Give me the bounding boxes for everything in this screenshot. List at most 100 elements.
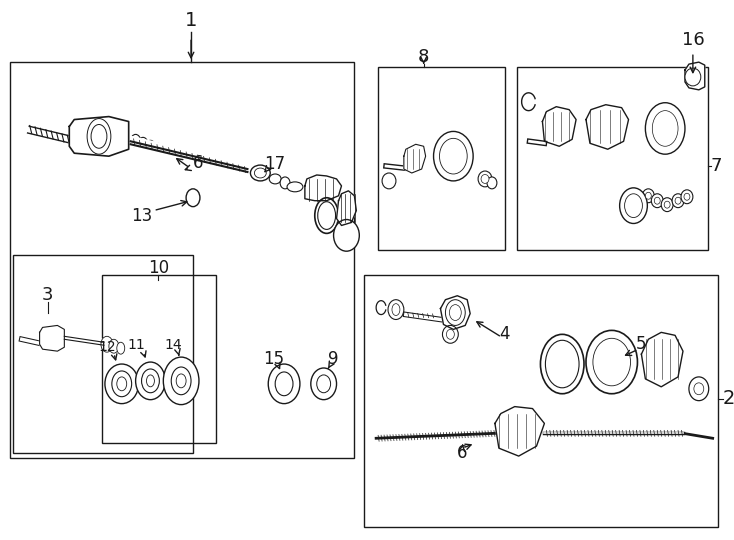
- Text: 11: 11: [128, 338, 145, 352]
- Ellipse shape: [255, 168, 266, 178]
- Ellipse shape: [287, 182, 303, 192]
- Ellipse shape: [545, 340, 579, 388]
- Ellipse shape: [694, 383, 704, 395]
- Ellipse shape: [446, 329, 454, 339]
- Ellipse shape: [653, 111, 678, 146]
- Ellipse shape: [625, 194, 642, 218]
- Ellipse shape: [268, 364, 300, 403]
- Ellipse shape: [91, 125, 107, 148]
- Ellipse shape: [642, 189, 654, 202]
- Polygon shape: [495, 407, 545, 456]
- Bar: [102, 275, 216, 443]
- Ellipse shape: [87, 119, 111, 154]
- Ellipse shape: [664, 201, 670, 208]
- Ellipse shape: [109, 339, 119, 353]
- Ellipse shape: [478, 171, 492, 187]
- Ellipse shape: [142, 369, 159, 393]
- Ellipse shape: [117, 377, 127, 391]
- Ellipse shape: [675, 197, 681, 204]
- Polygon shape: [685, 62, 705, 90]
- Text: 15: 15: [263, 350, 284, 368]
- Ellipse shape: [147, 375, 154, 387]
- Ellipse shape: [392, 303, 400, 315]
- Ellipse shape: [645, 103, 685, 154]
- Polygon shape: [305, 175, 341, 201]
- Ellipse shape: [586, 330, 637, 394]
- Ellipse shape: [661, 198, 673, 212]
- Ellipse shape: [382, 173, 396, 189]
- Ellipse shape: [164, 357, 199, 404]
- Text: 9: 9: [328, 350, 339, 368]
- Ellipse shape: [171, 367, 191, 395]
- Ellipse shape: [487, 177, 497, 189]
- Text: 6: 6: [193, 154, 203, 172]
- Ellipse shape: [275, 372, 293, 396]
- Ellipse shape: [186, 189, 200, 207]
- Ellipse shape: [317, 375, 330, 393]
- Ellipse shape: [684, 193, 690, 200]
- Ellipse shape: [672, 194, 684, 208]
- Ellipse shape: [117, 342, 125, 354]
- Ellipse shape: [269, 174, 281, 184]
- Ellipse shape: [645, 192, 651, 199]
- Text: 8: 8: [418, 48, 429, 66]
- Bar: [517, 67, 708, 250]
- Bar: [10, 62, 355, 458]
- Polygon shape: [440, 296, 470, 329]
- Ellipse shape: [112, 371, 131, 397]
- Polygon shape: [586, 105, 628, 149]
- Text: 17: 17: [265, 155, 286, 173]
- Text: 14: 14: [164, 338, 182, 352]
- Ellipse shape: [689, 377, 709, 401]
- Polygon shape: [642, 332, 683, 387]
- Ellipse shape: [101, 336, 113, 352]
- Bar: [364, 275, 718, 528]
- Ellipse shape: [139, 137, 148, 148]
- Ellipse shape: [162, 146, 168, 151]
- Ellipse shape: [540, 334, 584, 394]
- Ellipse shape: [315, 198, 338, 233]
- Ellipse shape: [154, 143, 161, 150]
- Polygon shape: [404, 144, 426, 173]
- Ellipse shape: [593, 338, 631, 386]
- Text: 2: 2: [722, 389, 734, 408]
- Text: 16: 16: [681, 31, 704, 49]
- Text: 7: 7: [711, 157, 722, 175]
- Ellipse shape: [333, 220, 360, 251]
- Ellipse shape: [310, 368, 337, 400]
- Ellipse shape: [434, 131, 473, 181]
- Ellipse shape: [481, 174, 489, 184]
- Ellipse shape: [654, 197, 660, 204]
- Polygon shape: [337, 191, 356, 226]
- Ellipse shape: [619, 188, 647, 224]
- Text: 1: 1: [185, 11, 197, 30]
- Ellipse shape: [651, 194, 664, 208]
- Ellipse shape: [280, 177, 290, 189]
- Ellipse shape: [136, 362, 165, 400]
- Text: 13: 13: [131, 207, 152, 225]
- Ellipse shape: [318, 202, 335, 230]
- Ellipse shape: [681, 190, 693, 204]
- Text: 5: 5: [636, 335, 647, 353]
- Ellipse shape: [440, 138, 468, 174]
- Ellipse shape: [685, 68, 701, 86]
- Ellipse shape: [446, 300, 465, 326]
- Ellipse shape: [105, 364, 139, 403]
- Text: 10: 10: [148, 259, 169, 277]
- Polygon shape: [542, 107, 576, 146]
- Ellipse shape: [443, 326, 458, 343]
- Ellipse shape: [388, 300, 404, 320]
- Ellipse shape: [131, 134, 140, 147]
- Text: 3: 3: [42, 286, 54, 303]
- Ellipse shape: [147, 140, 154, 149]
- Bar: [13, 255, 193, 453]
- Ellipse shape: [250, 165, 270, 181]
- Polygon shape: [69, 117, 128, 156]
- Bar: [378, 67, 505, 250]
- Ellipse shape: [449, 305, 461, 320]
- Text: 4: 4: [500, 325, 510, 343]
- Polygon shape: [40, 326, 65, 351]
- Text: 6: 6: [457, 444, 468, 462]
- Ellipse shape: [176, 374, 186, 388]
- Text: 12: 12: [98, 340, 116, 354]
